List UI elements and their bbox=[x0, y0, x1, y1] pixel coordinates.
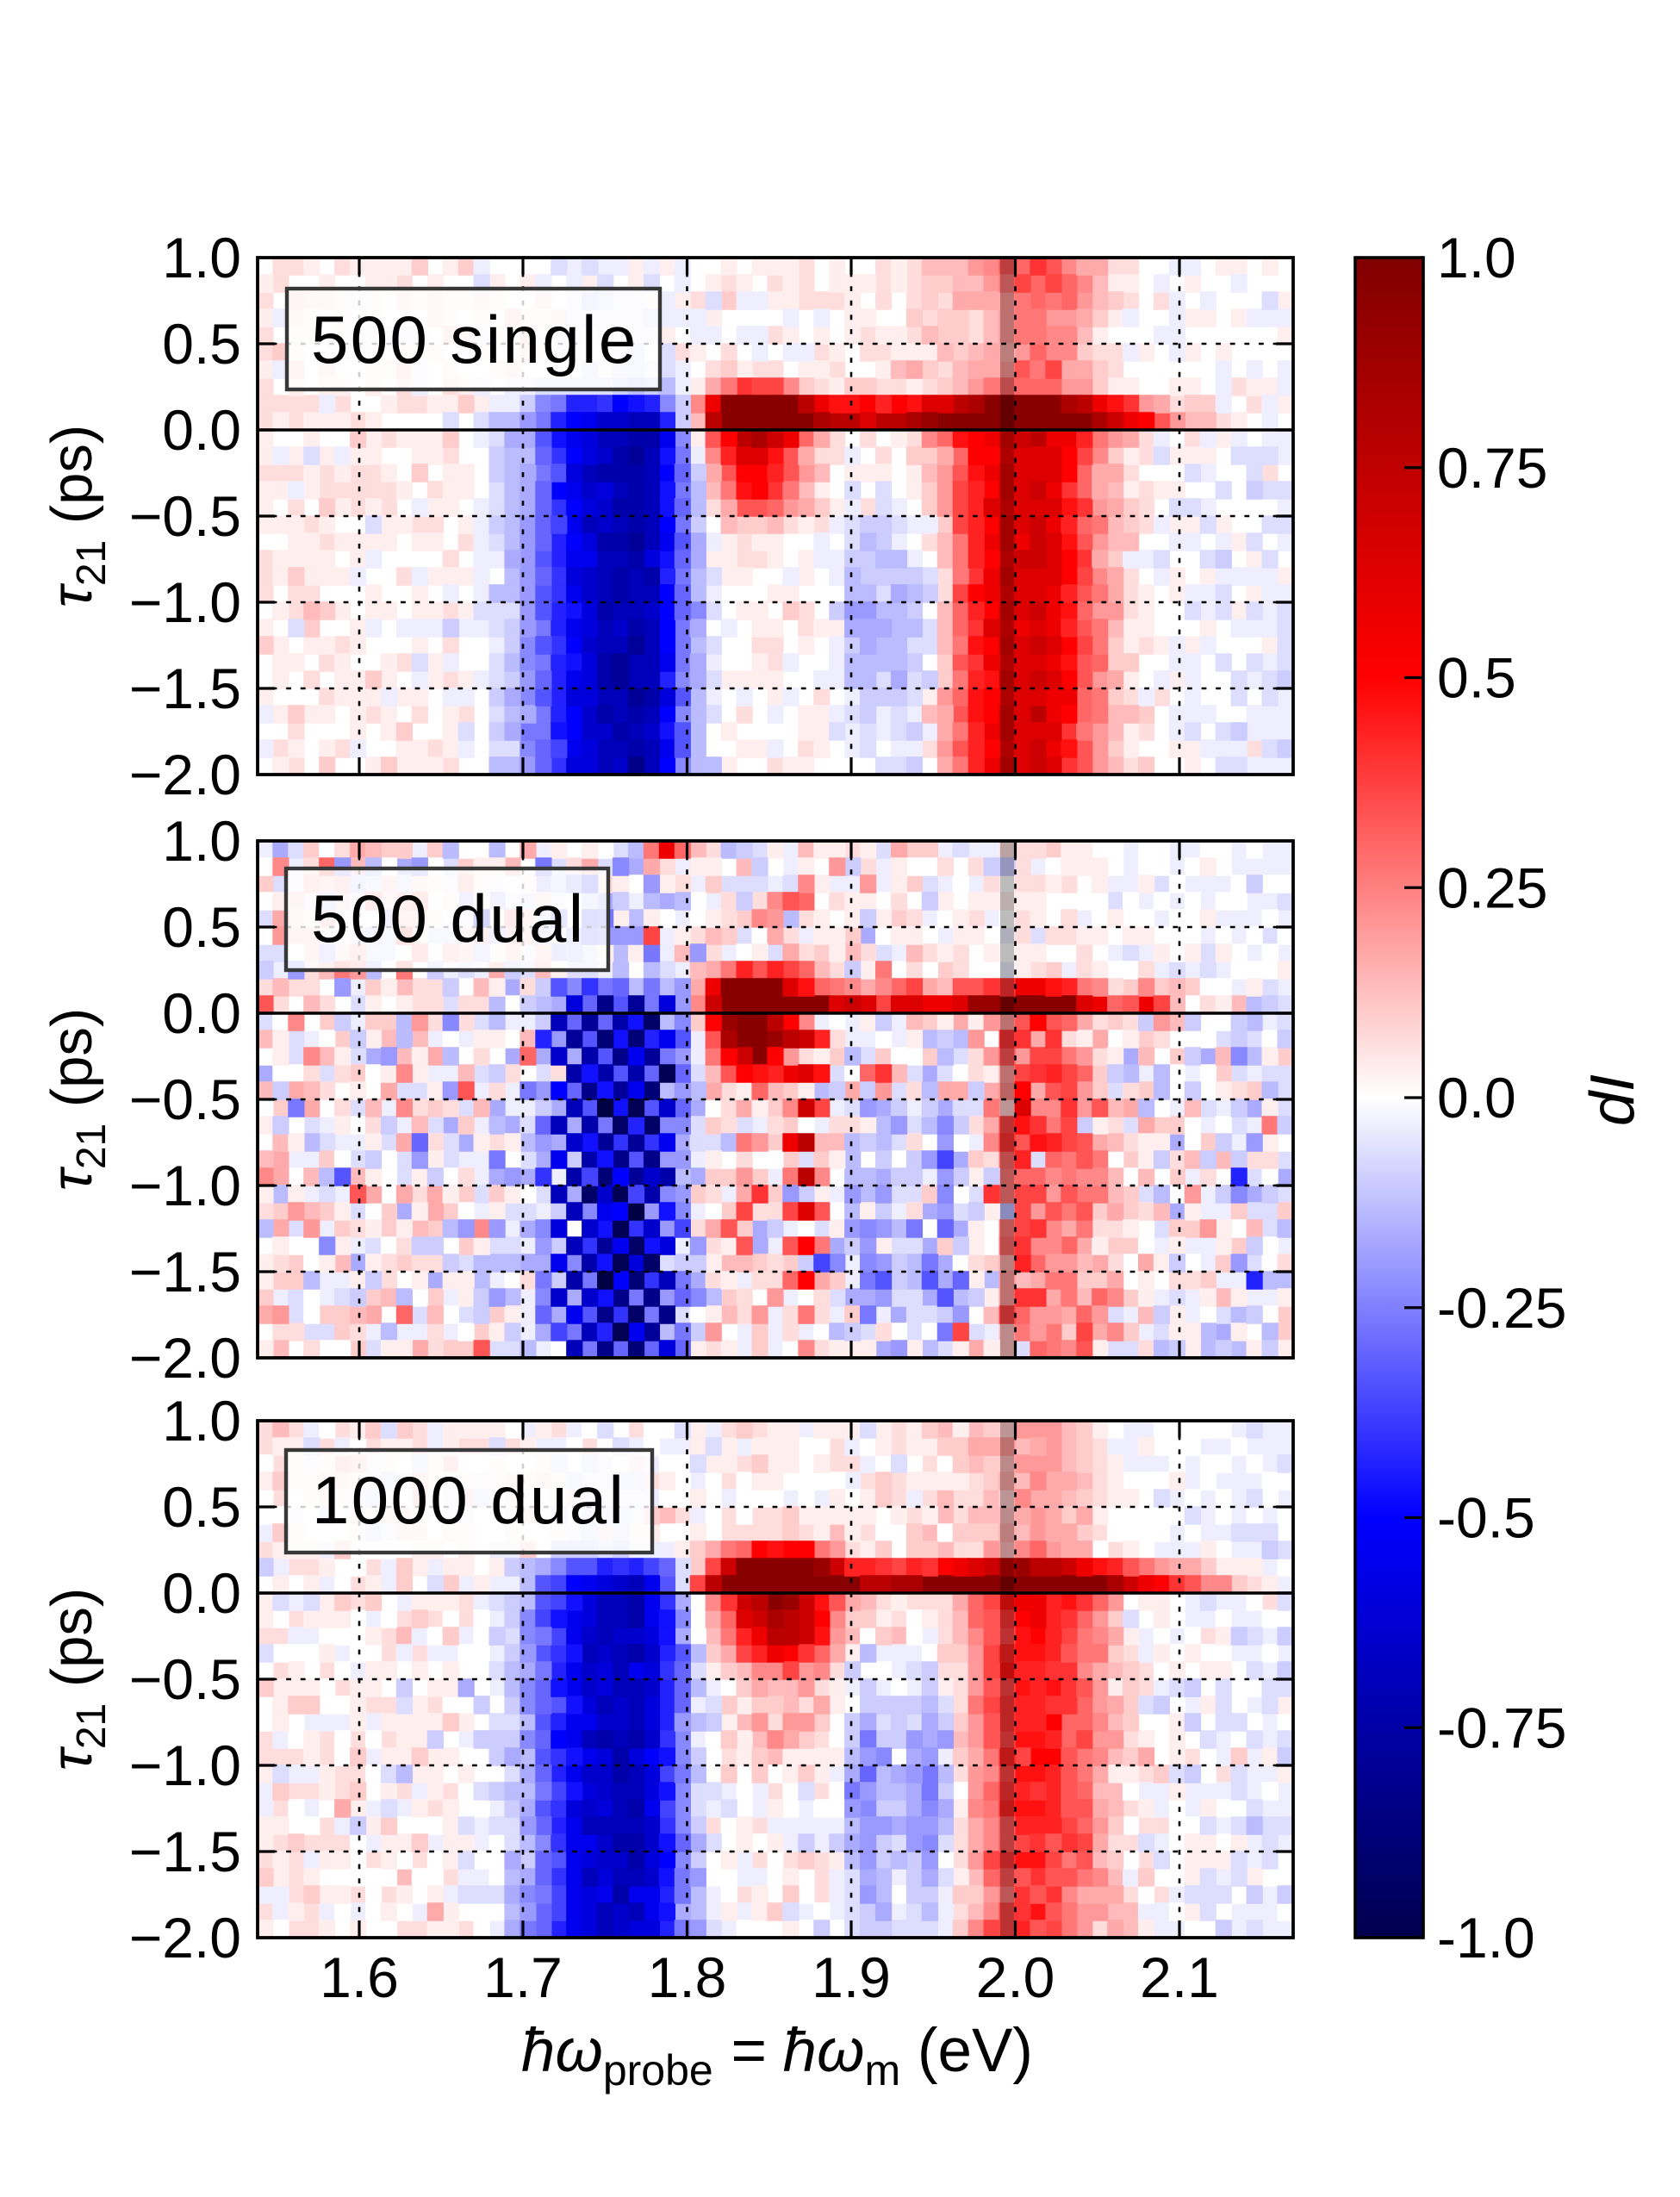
svg-text:1.9: 1.9 bbox=[812, 1945, 891, 2009]
svg-text:-1.0: -1.0 bbox=[1437, 1906, 1535, 1970]
svg-text:−0.5: −0.5 bbox=[129, 1067, 241, 1131]
svg-text:500 single: 500 single bbox=[311, 302, 638, 377]
svg-text:−1.5: −1.5 bbox=[129, 1820, 241, 1883]
svg-text:−1.0: −1.0 bbox=[129, 1154, 241, 1217]
svg-text:−0.5: −0.5 bbox=[129, 484, 241, 548]
svg-text:τ21 (ps): τ21 (ps) bbox=[40, 1008, 115, 1191]
svg-text:dI: dI bbox=[1578, 1074, 1647, 1126]
svg-text:-0.5: -0.5 bbox=[1437, 1486, 1535, 1550]
svg-text:0.0: 0.0 bbox=[1437, 1066, 1516, 1130]
svg-text:0.0: 0.0 bbox=[162, 1561, 241, 1625]
svg-text:−2.0: −2.0 bbox=[129, 1906, 241, 1970]
svg-text:1.0: 1.0 bbox=[1437, 226, 1516, 289]
svg-text:0.0: 0.0 bbox=[162, 981, 241, 1045]
svg-text:−2.0: −2.0 bbox=[129, 1326, 241, 1390]
svg-text:0.5: 0.5 bbox=[1437, 646, 1516, 710]
svg-text:0.75: 0.75 bbox=[1437, 436, 1547, 500]
svg-text:1.0: 1.0 bbox=[162, 809, 241, 873]
svg-text:1.7: 1.7 bbox=[483, 1945, 563, 2009]
svg-text:τ21 (ps): τ21 (ps) bbox=[40, 1588, 115, 1771]
svg-text:0.5: 0.5 bbox=[162, 312, 241, 376]
svg-text:−2.0: −2.0 bbox=[129, 743, 241, 806]
svg-text:−1.0: −1.0 bbox=[129, 570, 241, 634]
svg-text:ħωprobe = ħωm (eV): ħωprobe = ħωm (eV) bbox=[521, 2017, 1033, 2094]
svg-text:2.1: 2.1 bbox=[1140, 1945, 1219, 2009]
svg-text:0.5: 0.5 bbox=[162, 895, 241, 959]
svg-text:0.0: 0.0 bbox=[162, 398, 241, 462]
svg-text:1.8: 1.8 bbox=[648, 1945, 727, 2009]
svg-text:1.6: 1.6 bbox=[320, 1945, 399, 2009]
svg-text:1.0: 1.0 bbox=[162, 226, 241, 289]
svg-text:-0.25: -0.25 bbox=[1437, 1276, 1566, 1340]
svg-text:500 dual: 500 dual bbox=[311, 881, 585, 956]
svg-text:-0.75: -0.75 bbox=[1437, 1696, 1566, 1759]
svg-text:2.0: 2.0 bbox=[976, 1945, 1055, 2009]
svg-text:−1.0: −1.0 bbox=[129, 1733, 241, 1797]
svg-text:−1.5: −1.5 bbox=[129, 657, 241, 720]
svg-text:−0.5: −0.5 bbox=[129, 1647, 241, 1711]
svg-text:τ21 (ps): τ21 (ps) bbox=[40, 425, 115, 607]
svg-text:0.25: 0.25 bbox=[1437, 856, 1547, 919]
svg-text:0.5: 0.5 bbox=[162, 1475, 241, 1539]
svg-text:1000 dual: 1000 dual bbox=[312, 1462, 625, 1538]
svg-text:−1.5: −1.5 bbox=[129, 1240, 241, 1304]
svg-text:1.0: 1.0 bbox=[162, 1389, 241, 1453]
